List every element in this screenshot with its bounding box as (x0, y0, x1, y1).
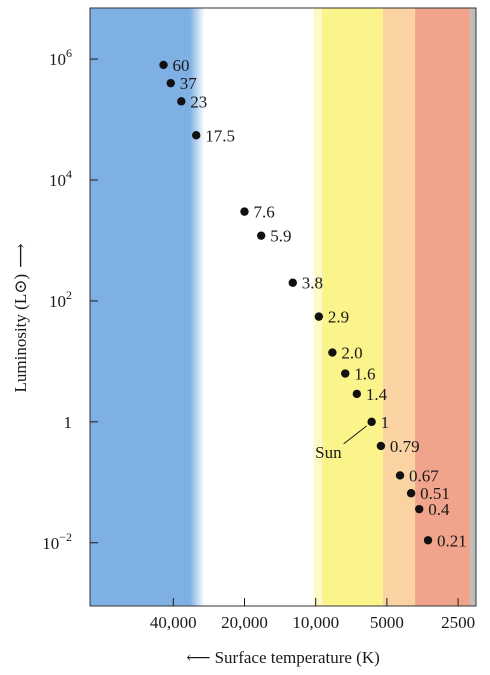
x-tick-label: 10,000 (292, 613, 339, 632)
star-mass-label: 2.0 (341, 344, 362, 363)
star-mass-label: 1.6 (354, 365, 375, 384)
star-point (328, 348, 337, 357)
y-axis-arrow: ⟶ (11, 244, 30, 268)
y-axis-ticks: 106 104 102 1 10−2 (42, 46, 98, 553)
color-band (204, 8, 314, 606)
color-band (415, 8, 471, 606)
color-band (382, 8, 416, 606)
x-tick-label: 5000 (370, 613, 404, 632)
x-axis-arrow: ⟵ (186, 648, 210, 667)
star-point (376, 441, 386, 451)
star-point (240, 207, 249, 216)
star-point (159, 60, 168, 70)
x-tick-label: 40,000 (150, 613, 197, 632)
x-axis-ticks: 40,000 20,000 10,000 5000 2500 (150, 598, 475, 632)
y-tick-label: 10−2 (42, 530, 72, 553)
color-band (313, 8, 323, 606)
star-mass-label: 1 (381, 413, 390, 432)
x-tick-label: 2500 (441, 613, 475, 632)
sun-annotation: Sun (315, 425, 367, 462)
y-axis-title-group: Luminosity (L⊙) ⟶ (11, 244, 30, 393)
star-mass-label: 1.4 (366, 385, 388, 404)
star-mass-label: 60 (173, 56, 190, 75)
star-point (406, 489, 416, 498)
star-mass-label: 3.8 (302, 274, 323, 293)
color-band (90, 8, 190, 606)
x-tick-label: 20,000 (221, 613, 268, 632)
star-point (314, 312, 324, 321)
star-point (341, 369, 350, 378)
y-axis-title: Luminosity (L⊙) ⟶ (11, 244, 30, 393)
star-point (166, 78, 175, 88)
star-point (192, 131, 201, 140)
star-mass-label: 7.6 (253, 203, 274, 222)
star-point (256, 231, 266, 240)
temperature-color-bands (90, 8, 476, 606)
star-mass-label: 2.9 (328, 308, 349, 327)
star-mass-label: 17.5 (205, 126, 235, 145)
sun-label: Sun (315, 443, 342, 462)
star-point (367, 417, 376, 427)
color-band (322, 8, 383, 606)
x-axis-title: ⟵ Surface temperature (K) (186, 648, 380, 667)
star-mass-label: 0.67 (409, 466, 439, 485)
x-axis-label: Surface temperature (K) (215, 648, 380, 667)
y-tick-label: 104 (49, 167, 72, 190)
star-point (177, 97, 186, 106)
star-point (395, 471, 405, 480)
star-point (288, 278, 297, 287)
color-band (470, 8, 476, 606)
sun-leader-line (343, 425, 367, 445)
star-point (415, 504, 424, 514)
star-mass-label: 0.51 (420, 484, 450, 503)
y-tick-label: 106 (49, 46, 72, 69)
star-mass-label: 23 (190, 92, 207, 111)
star-mass-label: 0.79 (390, 437, 420, 456)
star-mass-label: 0.21 (437, 531, 467, 550)
y-tick-label: 102 (49, 288, 72, 311)
star-mass-label: 37 (180, 74, 198, 93)
star-point (352, 389, 362, 399)
plot-frame (89, 7, 477, 607)
star-point (423, 536, 433, 545)
color-band (189, 8, 205, 606)
y-tick-label: 1 (64, 413, 73, 432)
star-mass-label: 0.4 (428, 500, 450, 519)
y-axis-label: Luminosity (L⊙) (11, 274, 30, 393)
x-axis-title-group: ⟵ Surface temperature (K) (186, 648, 380, 667)
star-mass-label: 5.9 (270, 227, 291, 246)
